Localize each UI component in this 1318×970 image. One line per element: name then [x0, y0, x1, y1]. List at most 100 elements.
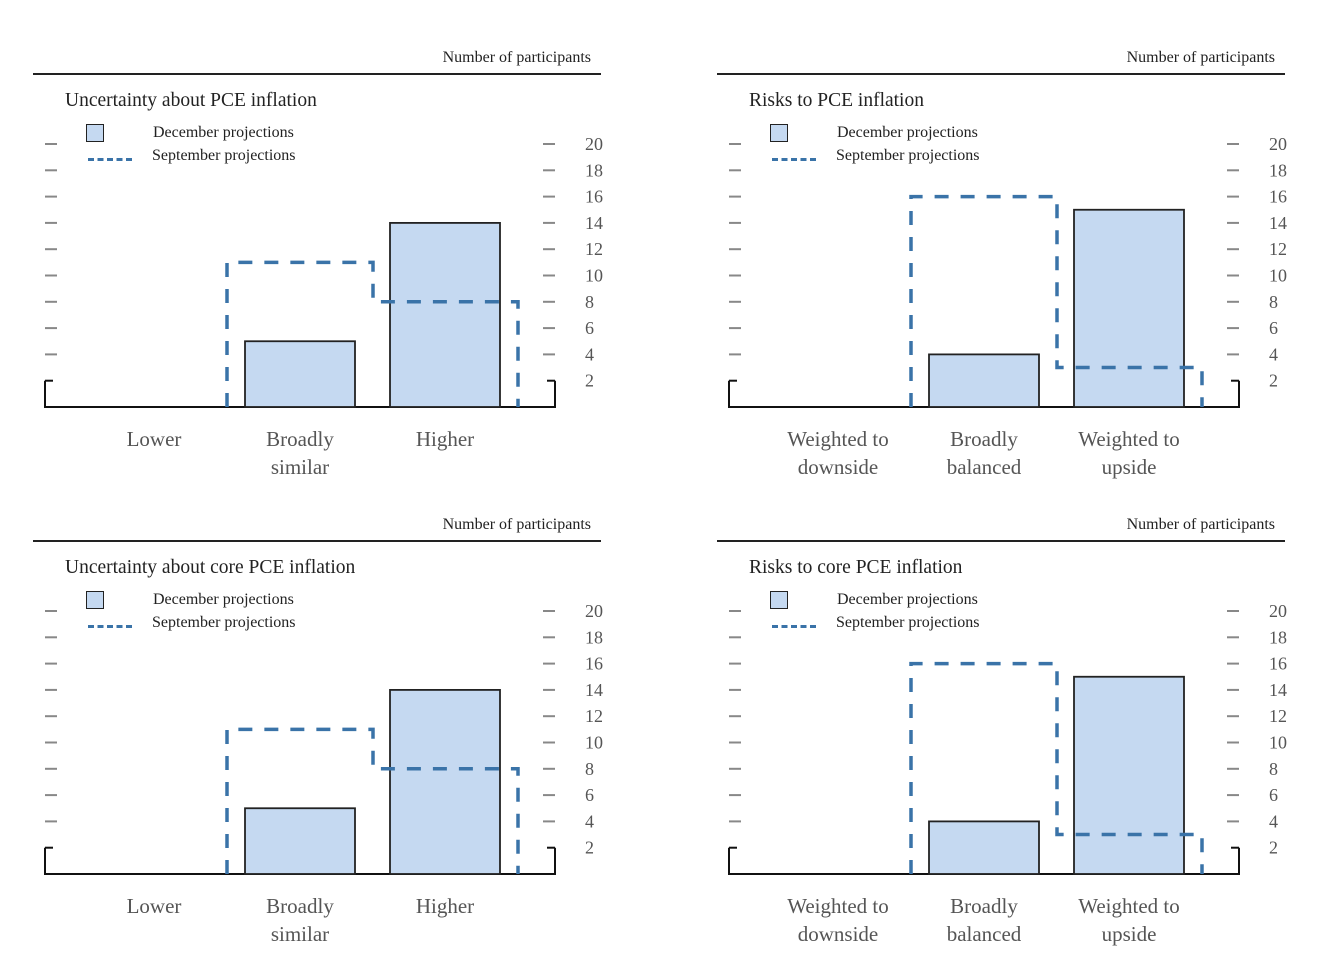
legend-swatch-december: [86, 591, 104, 609]
y-tick-label: 20: [585, 134, 603, 154]
legend-label-december: December projections: [153, 124, 294, 141]
chart-panel-risks-core-pce: Number of participants Risks to core PCE…: [717, 510, 1287, 970]
legend-swatch-september: [772, 625, 816, 628]
header-rule: [717, 73, 1285, 75]
y-tick-label: 18: [1269, 627, 1287, 647]
chart-title: Uncertainty about core PCE inflation: [65, 557, 356, 578]
y-tick-label: 18: [585, 627, 603, 647]
x-category-label: similar: [271, 922, 329, 946]
x-category-label: downside: [798, 455, 879, 479]
x-category-label: Weighted to: [787, 894, 889, 918]
x-category-label: upside: [1102, 455, 1157, 479]
legend-label-december: December projections: [837, 591, 978, 608]
units-label: Number of participants: [442, 49, 591, 66]
y-tick-label: 2: [1269, 371, 1278, 391]
units-label: Number of participants: [442, 516, 591, 533]
plot-area: 2 4 6 8 10 12 14 16 18 20 Lower Broadly similar Highe…: [44, 601, 603, 946]
units-label: Number of participants: [1126, 49, 1275, 66]
y-tick-label: 14: [1269, 213, 1287, 233]
x-category-label: similar: [271, 455, 329, 479]
bar-december: [244, 807, 356, 875]
y-tick-label: 16: [585, 187, 603, 207]
y-tick-label: 16: [1269, 187, 1287, 207]
y-tick-label: 2: [585, 371, 594, 391]
legend-swatch-september: [772, 158, 816, 161]
x-category-label: balanced: [947, 922, 1022, 946]
legend-label-september: September projections: [152, 614, 296, 631]
bar-december: [928, 353, 1040, 408]
y-tick-label: 10: [585, 266, 603, 286]
legend-swatch-december: [86, 124, 104, 142]
y-tick-label: 4: [1269, 344, 1278, 364]
y-tick-label: 8: [585, 292, 594, 312]
plot-area: 2 4 6 8 10 12 14 16 18 20 Weighted to downside Broad…: [728, 601, 1287, 946]
x-category-label: downside: [798, 922, 879, 946]
legend-label-september: September projections: [836, 614, 980, 631]
plot-area: 2 4 6 8 10 12 14 16 18 20 Weighted to downside Broad…: [728, 134, 1287, 479]
x-category-label: Broadly: [266, 894, 334, 918]
header-rule: [717, 540, 1285, 542]
header-rule: [33, 73, 601, 75]
chart-title: Risks to PCE inflation: [749, 90, 924, 111]
y-tick-label: 8: [1269, 292, 1278, 312]
y-tick-label: 10: [1269, 266, 1287, 286]
x-category-label: Weighted to: [1078, 894, 1180, 918]
y-tick-label: 6: [1269, 318, 1278, 338]
y-tick-label: 14: [1269, 680, 1287, 700]
legend-label-december: December projections: [837, 124, 978, 141]
y-tick-label: 4: [1269, 811, 1278, 831]
y-tick-label: 8: [585, 759, 594, 779]
header-rule: [33, 540, 601, 542]
chart-panel-uncertainty-pce: Number of participants Uncertainty about…: [33, 43, 603, 503]
y-tick-label: 4: [585, 344, 594, 364]
legend-swatch-september: [88, 158, 132, 161]
y-tick-label: 4: [585, 811, 594, 831]
x-category-label: Lower: [127, 894, 182, 918]
x-category-label: balanced: [947, 455, 1022, 479]
y-tick-label: 16: [1269, 654, 1287, 674]
y-tick-label: 10: [585, 733, 603, 753]
bar-december: [1073, 675, 1185, 875]
line-september: [909, 194, 1204, 407]
y-tick-label: 12: [1269, 706, 1287, 726]
line-september: [909, 661, 1204, 874]
y-tick-label: 14: [585, 680, 603, 700]
y-tick-label: 16: [585, 654, 603, 674]
x-category-label: Broadly: [950, 427, 1018, 451]
y-tick-label: 12: [1269, 239, 1287, 259]
y-tick-label: 20: [585, 601, 603, 621]
plot-area: 2 4 6 8 10 12 14 16 18 20 Lower Broadly similar Highe…: [44, 134, 603, 479]
y-tick-label: 6: [585, 318, 594, 338]
legend-swatch-december: [770, 124, 788, 142]
x-category-label: Higher: [416, 427, 474, 451]
y-tick-label: 14: [585, 213, 603, 233]
x-category-label: Broadly: [266, 427, 334, 451]
y-tick-label: 6: [1269, 785, 1278, 805]
units-label: Number of participants: [1126, 516, 1275, 533]
y-tick-label: 2: [585, 838, 594, 858]
chart-title: Uncertainty about PCE inflation: [65, 90, 317, 111]
y-tick-label: 8: [1269, 759, 1278, 779]
y-tick-label: 12: [585, 239, 603, 259]
y-tick-label: 20: [1269, 134, 1287, 154]
chart-panel-uncertainty-core-pce: Number of participants Uncertainty about…: [33, 510, 603, 970]
x-category-label: Higher: [416, 894, 474, 918]
y-tick-label: 10: [1269, 733, 1287, 753]
bar-december: [389, 688, 501, 875]
y-tick-label: 18: [585, 160, 603, 180]
x-category-label: Lower: [127, 427, 182, 451]
x-category-label: Weighted to: [1078, 427, 1180, 451]
y-tick-label: 18: [1269, 160, 1287, 180]
legend-swatch-september: [88, 625, 132, 628]
chart-title: Risks to core PCE inflation: [749, 557, 963, 578]
legend-swatch-december: [770, 591, 788, 609]
x-category-label: Broadly: [950, 894, 1018, 918]
x-category-label: Weighted to: [787, 427, 889, 451]
legend-label-september: September projections: [152, 147, 296, 164]
y-tick-label: 2: [1269, 838, 1278, 858]
x-category-label: upside: [1102, 922, 1157, 946]
bar-december: [1073, 208, 1185, 408]
y-tick-label: 12: [585, 706, 603, 726]
y-tick-label: 6: [585, 785, 594, 805]
bar-december: [244, 340, 356, 408]
